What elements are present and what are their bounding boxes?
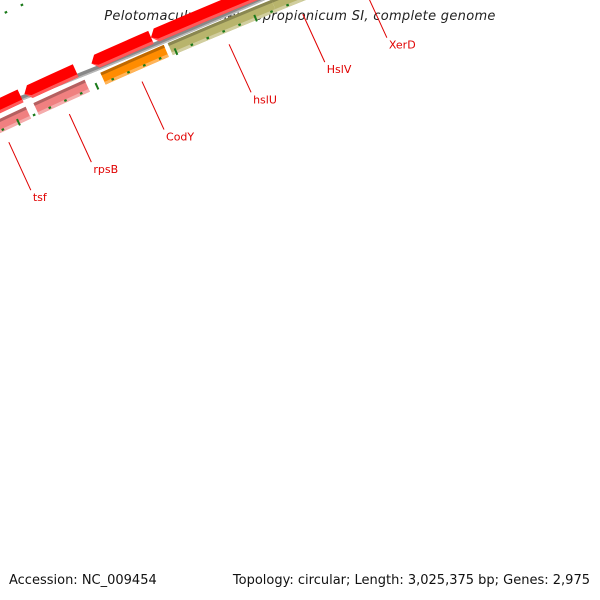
inner-minor-tick xyxy=(32,113,36,117)
inner-minor-tick xyxy=(48,106,52,110)
inner-tick-ring xyxy=(1,0,304,132)
inner-major-tick xyxy=(253,14,258,22)
gene-feature-edge xyxy=(33,79,86,106)
inner-major-tick xyxy=(16,118,21,126)
inner-minor-tick xyxy=(63,98,68,103)
gene-label-leader xyxy=(141,81,165,130)
gene-label: XerD xyxy=(389,39,416,52)
gene-feature-shade xyxy=(104,54,169,85)
gene-labels: pyrH tsf rpsB CodY hslU HslV XerD xyxy=(0,0,416,232)
gene-label-leader xyxy=(68,113,92,163)
gene-label: CodY xyxy=(166,131,194,144)
inner-minor-tick xyxy=(1,127,5,132)
gene-feature-shade xyxy=(275,0,306,12)
inner-minor-tick xyxy=(222,29,226,33)
inner-minor-tick xyxy=(285,3,290,7)
accession-text: Accession: NC_009454 xyxy=(9,573,157,588)
gene-label: HslV xyxy=(327,63,352,76)
gene-label: hslU xyxy=(253,93,277,106)
gene-label-leader xyxy=(302,13,326,63)
cds-feature-shade xyxy=(91,40,154,68)
gene-feature-shade xyxy=(0,115,32,134)
gene-feature-edge xyxy=(0,106,27,123)
gene-feature xyxy=(33,79,90,115)
gene-label-leader xyxy=(369,0,388,38)
cds-feature-shade xyxy=(24,74,79,98)
minor-tick xyxy=(4,10,8,14)
gene-feature-edge xyxy=(271,0,280,3)
gene-track xyxy=(0,0,306,134)
inner-minor-tick xyxy=(237,23,242,27)
cds-track xyxy=(0,0,258,114)
gene-label-leader xyxy=(8,142,32,191)
inner-minor-tick xyxy=(142,63,146,67)
tick-ring: 1289 kbp1290 kbp1291 kbp1292 kbp1293 kbp… xyxy=(4,3,24,14)
cds-feature xyxy=(91,30,154,68)
gene-label: tsf xyxy=(33,191,48,204)
inner-minor-tick xyxy=(269,10,274,14)
inner-minor-tick xyxy=(126,70,131,74)
gene-feature xyxy=(167,0,277,56)
inner-minor-tick xyxy=(111,77,115,81)
gene-label-leader xyxy=(228,44,252,93)
cds-feature-shade xyxy=(150,0,258,42)
inner-major-tick xyxy=(173,47,179,56)
inner-minor-tick xyxy=(190,43,194,47)
inner-minor-tick xyxy=(158,56,162,60)
gene-feature-edge xyxy=(167,0,273,46)
gene-label: pyrH xyxy=(0,219,1,232)
inner-major-tick xyxy=(94,82,100,90)
cds-feature-shade xyxy=(0,99,24,114)
cds-feature xyxy=(24,64,79,98)
gene-label: rpsB xyxy=(93,163,118,176)
gene-feature xyxy=(100,44,169,85)
minor-tick xyxy=(20,3,24,7)
genome-summary-text: Topology: circular; Length: 3,025,375 bp… xyxy=(232,573,590,588)
inner-minor-tick xyxy=(206,36,210,40)
inner-minor-tick xyxy=(79,91,83,95)
gene-feature-edge xyxy=(100,44,165,76)
